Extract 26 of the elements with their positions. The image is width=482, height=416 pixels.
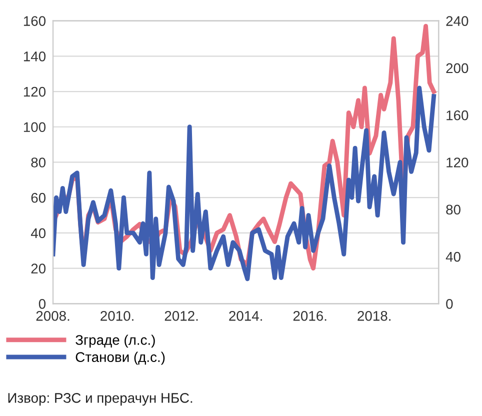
y-tick-label: 40 bbox=[30, 228, 46, 238]
x-tick-label: 2018. bbox=[358, 310, 390, 321]
x-tick-label: 2012. bbox=[164, 310, 198, 321]
x-tick-label: 2014. bbox=[229, 310, 262, 321]
x-tick-label: 2016. bbox=[293, 310, 326, 321]
line-series bbox=[53, 86, 436, 282]
y2-tick-label: 0 bbox=[446, 299, 453, 309]
y-tick-label: 20 bbox=[31, 264, 46, 274]
x-tick-label: 2008. bbox=[36, 310, 70, 321]
y-tick-label: 80 bbox=[31, 158, 46, 168]
y2-tick-label: 80 bbox=[446, 204, 460, 215]
y-tick-label: 0 bbox=[38, 299, 46, 309]
y-tick-label: 160 bbox=[24, 16, 46, 26]
y2-tick-label: 40 bbox=[446, 252, 460, 262]
y2-tick-label: 160 bbox=[446, 110, 468, 120]
text: Извор: РЗС и прерачун НБС. bbox=[8, 393, 192, 406]
y-tick-label: 100 bbox=[24, 122, 46, 132]
x-tick-label: 2010. bbox=[100, 310, 134, 321]
y-tick-label: 120 bbox=[24, 86, 46, 97]
y-tick-label: 140 bbox=[24, 51, 46, 62]
legend-label: Станови (д.с.) bbox=[76, 352, 165, 365]
y2-tick-label: 120 bbox=[446, 158, 468, 168]
y-tick-label: 60 bbox=[31, 192, 46, 203]
legend-label: Зграде (л.с.) bbox=[76, 334, 155, 348]
y2-tick-label: 240 bbox=[446, 16, 468, 26]
y2-tick-label: 200 bbox=[446, 63, 468, 74]
